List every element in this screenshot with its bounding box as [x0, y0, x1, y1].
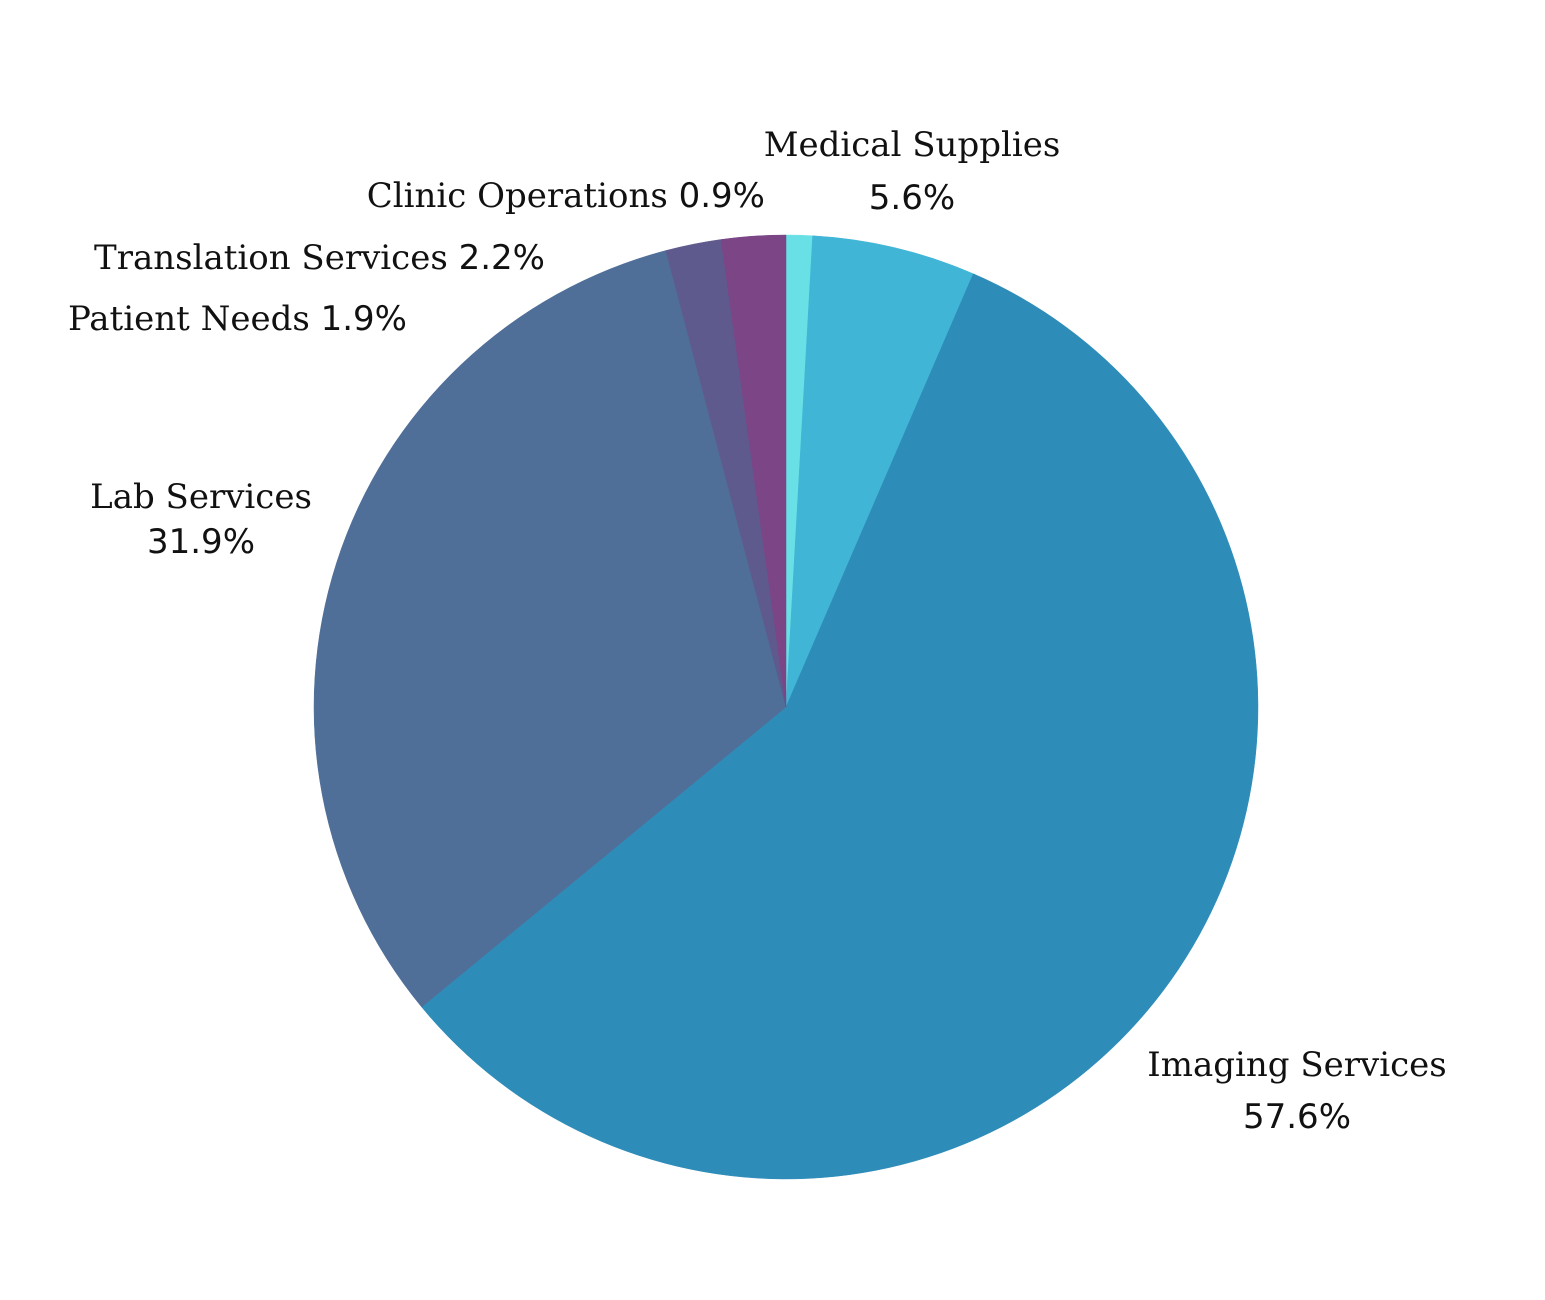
pie-slice-lab-services — [313, 250, 787, 1008]
percent-lab-services: 31.9% — [147, 522, 255, 562]
pie-slice-translation-services — [720, 234, 787, 708]
label-translation-services: Translation Services 2.2% — [94, 238, 545, 278]
label-imaging-services: Imaging Services — [1147, 1045, 1446, 1085]
percent-imaging-services: 57.6% — [1243, 1097, 1351, 1137]
pie-slice-imaging-services — [421, 273, 1259, 1180]
label-medical-supplies: Medical Supplies — [764, 125, 1061, 165]
pie-slices — [313, 234, 1259, 1180]
label-patient-needs: Patient Needs 1.9% — [68, 299, 407, 339]
pie-slice-medical-supplies — [785, 235, 974, 708]
percent-medical-supplies: 5.6% — [869, 178, 955, 218]
label-lab-services: Lab Services — [90, 477, 312, 517]
label-clinic-operations: Clinic Operations 0.9% — [367, 176, 765, 216]
